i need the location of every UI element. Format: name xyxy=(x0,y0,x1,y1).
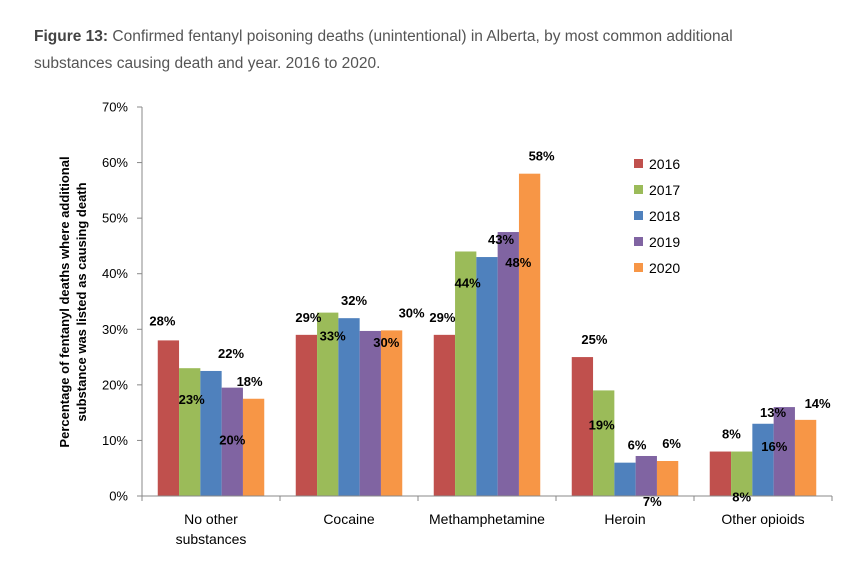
data-label: 18% xyxy=(237,374,263,389)
data-label: 8% xyxy=(732,490,751,505)
bar-2020 xyxy=(656,460,679,496)
bar-2020 xyxy=(242,398,265,496)
bar-2017 xyxy=(593,390,615,496)
legend-label: 2018 xyxy=(649,208,680,224)
bar-2017 xyxy=(731,451,753,496)
data-label: 30% xyxy=(373,335,399,350)
y-tick-label: 70% xyxy=(102,100,128,115)
legend-label: 2020 xyxy=(649,260,680,276)
data-label: 28% xyxy=(149,313,175,328)
y-tick-label: 0% xyxy=(109,489,128,504)
y-tick-label: 30% xyxy=(102,322,128,337)
y-tick-label: 60% xyxy=(102,155,128,170)
y-axis-title: substance was listed as causing death xyxy=(74,182,89,421)
bar-2019 xyxy=(773,407,795,496)
bar-2016 xyxy=(571,357,594,496)
bar-2017 xyxy=(455,251,477,496)
figure-caption-text: Confirmed fentanyl poisoning deaths (uni… xyxy=(34,28,733,72)
data-label: 23% xyxy=(179,392,205,407)
x-category-label: Cocaine xyxy=(323,511,375,527)
legend-label: 2019 xyxy=(649,234,680,250)
bar-2020 xyxy=(794,419,817,496)
y-axis-title: Percentage of fentanyl deaths where addi… xyxy=(57,156,72,447)
data-label: 43% xyxy=(488,232,514,247)
data-label: 32% xyxy=(341,293,367,308)
bar-2017 xyxy=(317,312,339,496)
figure-caption: Figure 13: Confirmed fentanyl poisoning … xyxy=(34,23,794,77)
y-tick-label: 10% xyxy=(102,433,128,448)
data-label: 48% xyxy=(505,255,531,270)
x-category-label: No other xyxy=(184,511,238,527)
data-label: 30% xyxy=(399,305,425,320)
bar-2016 xyxy=(157,340,180,496)
bar-2020 xyxy=(518,173,541,496)
bar-2020 xyxy=(380,330,403,496)
x-category-label: Other opioids xyxy=(721,511,804,527)
legend-swatch-2020 xyxy=(634,263,643,272)
data-label: 22% xyxy=(218,346,244,361)
data-label: 20% xyxy=(219,433,245,448)
y-tick-label: 40% xyxy=(102,266,128,281)
bar-2017 xyxy=(179,368,201,496)
data-label: 29% xyxy=(429,310,455,325)
bar-2018 xyxy=(614,462,636,496)
legend-label: 2016 xyxy=(649,156,680,172)
bar-2016 xyxy=(709,451,732,496)
data-label: 14% xyxy=(805,396,831,411)
bar-2016 xyxy=(295,334,318,496)
legend-swatch-2016 xyxy=(634,159,643,168)
data-label: 29% xyxy=(295,310,321,325)
data-label: 58% xyxy=(529,149,555,164)
legend-swatch-2017 xyxy=(634,185,643,194)
data-label: 44% xyxy=(455,275,481,290)
y-tick-label: 50% xyxy=(102,211,128,226)
bar-2018 xyxy=(752,423,774,496)
data-label: 19% xyxy=(589,417,615,432)
bar-2018 xyxy=(338,318,360,496)
figure-label: Figure 13: xyxy=(34,28,109,45)
x-category-label: Heroin xyxy=(604,511,645,527)
bar-2019 xyxy=(359,330,381,496)
legend-swatch-2018 xyxy=(634,211,643,220)
data-label: 13% xyxy=(760,405,786,420)
data-label: 6% xyxy=(662,436,681,451)
bar-2019 xyxy=(221,387,243,496)
data-label: 25% xyxy=(581,332,607,347)
data-label: 33% xyxy=(320,329,346,344)
data-label: 7% xyxy=(643,494,662,509)
data-label: 8% xyxy=(722,427,741,442)
x-category-label: substances xyxy=(176,531,247,547)
y-tick-label: 20% xyxy=(102,377,128,392)
bar-2016 xyxy=(433,334,456,496)
bar-2018 xyxy=(476,257,498,496)
bar-2019 xyxy=(635,455,657,496)
data-label: 6% xyxy=(628,438,647,453)
data-label: 16% xyxy=(761,439,787,454)
legend-swatch-2019 xyxy=(634,237,643,246)
bar-2018 xyxy=(200,370,222,496)
legend-label: 2017 xyxy=(649,182,680,198)
bar-2019 xyxy=(497,232,519,497)
x-category-label: Methamphetamine xyxy=(429,511,545,527)
